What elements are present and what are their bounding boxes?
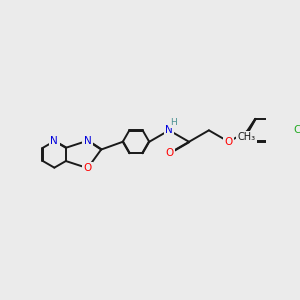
Text: H: H xyxy=(170,118,177,127)
Text: CH₃: CH₃ xyxy=(237,132,255,142)
Text: N: N xyxy=(165,125,173,135)
Text: N: N xyxy=(84,136,92,146)
Text: N: N xyxy=(50,136,58,146)
Text: O: O xyxy=(83,163,92,173)
Text: O: O xyxy=(225,137,233,147)
Text: Cl: Cl xyxy=(293,125,300,135)
Text: O: O xyxy=(165,148,173,158)
